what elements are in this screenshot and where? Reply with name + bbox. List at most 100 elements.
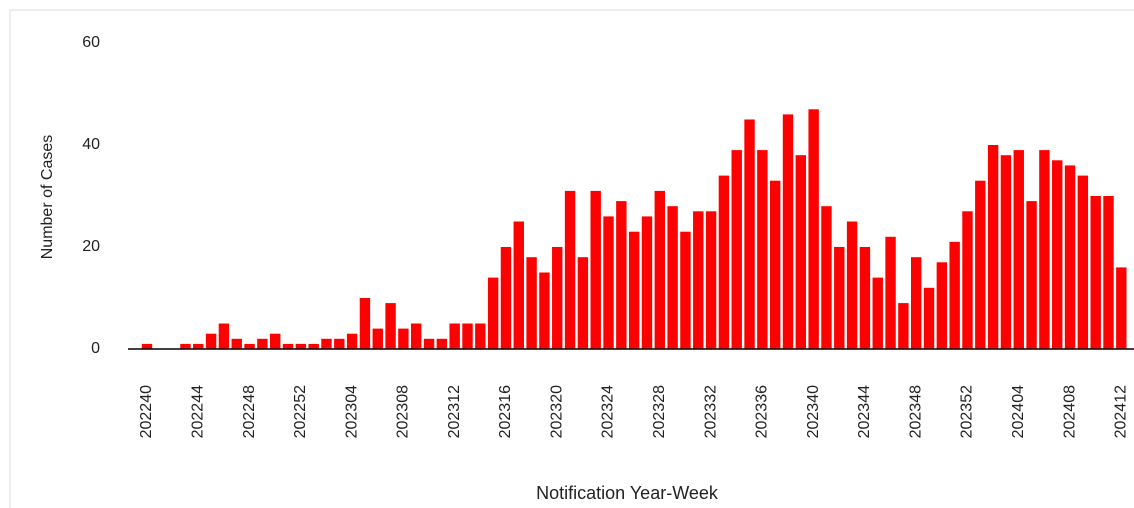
x-tick-label: 202320 [548,385,565,438]
bar [475,323,486,349]
bar [936,262,948,349]
bar [987,145,999,349]
bar [1077,175,1089,349]
bar [885,236,896,349]
bar [359,298,371,349]
bar [449,323,460,349]
bar [1090,196,1101,349]
bar [834,247,845,349]
x-tick-label: 202332 [702,385,719,438]
x-tick-label: 202328 [651,385,668,438]
bar [282,343,294,349]
x-tick-label: 202404 [1010,385,1027,438]
bar [603,216,614,349]
bar [526,257,537,349]
x-tick-label: 202344 [856,385,873,438]
bar [218,323,230,349]
bar [590,190,601,349]
x-tick-label: 202348 [907,385,924,438]
x-tick-label: 202352 [959,385,976,438]
bar [782,114,794,350]
bar [846,221,858,349]
bar [1026,201,1037,349]
bar [270,333,281,349]
x-tick-label: 202244 [189,385,206,438]
x-tick-label: 202316 [497,385,514,438]
bar [1064,165,1076,349]
bar [1000,155,1012,349]
bar [423,338,435,349]
x-tick-label: 202240 [138,385,155,438]
x-tick-label: 202336 [754,385,771,438]
bar [398,328,409,349]
bar [949,241,960,349]
bar [205,333,217,349]
bar [911,257,922,349]
x-tick-label: 202248 [241,385,258,438]
bar [334,338,345,349]
bar [577,257,589,349]
bar [308,343,319,349]
bar [1052,160,1063,349]
bar [1039,150,1050,349]
bar [500,247,512,349]
bar [385,303,396,349]
x-tick-label: 202412 [1113,385,1130,438]
bar [744,119,755,349]
bar [795,155,807,349]
bar [872,277,883,349]
bar [693,211,704,349]
x-axis-label: Notification Year-Week [536,483,719,503]
bar [552,247,563,349]
bar [1103,196,1114,349]
bar [321,338,332,349]
bar [808,109,819,349]
x-tick-label: 202308 [395,385,412,438]
y-tick-label: 60 [82,34,100,51]
bar [257,338,268,349]
bar [1013,150,1024,349]
bar [564,190,576,349]
bar [769,180,781,349]
bar [898,303,909,349]
bar [821,206,832,349]
bar [346,333,358,349]
x-tick-label: 202324 [600,385,617,438]
x-tick-label: 202252 [292,385,309,438]
bar [667,206,678,349]
x-tick-label: 202408 [1061,385,1078,438]
bar [411,323,422,349]
bar [962,211,973,349]
bar [141,343,153,349]
x-tick-label: 202312 [446,385,463,438]
y-tick-label: 0 [91,340,100,357]
bar [654,190,665,349]
bar [628,231,640,349]
bar [757,150,768,349]
bar [923,287,935,349]
bar [231,338,242,349]
bar [616,201,627,349]
bar [193,343,204,349]
bar [1116,267,1127,349]
bar [295,343,307,349]
bar [705,211,717,349]
y-axis-label: Number of Cases [39,135,56,260]
bar [680,231,691,349]
x-tick-label: 202304 [343,385,360,438]
bar [513,221,524,349]
bar [731,150,742,349]
bar [718,175,730,349]
bar [372,328,383,349]
x-tick-label: 202340 [805,385,822,438]
bar [975,180,986,349]
bar [180,343,191,349]
bar [436,338,448,349]
bar [462,323,473,349]
bar [539,272,550,349]
y-tick-label: 20 [82,238,100,255]
bar [641,216,653,349]
bar [244,343,255,349]
